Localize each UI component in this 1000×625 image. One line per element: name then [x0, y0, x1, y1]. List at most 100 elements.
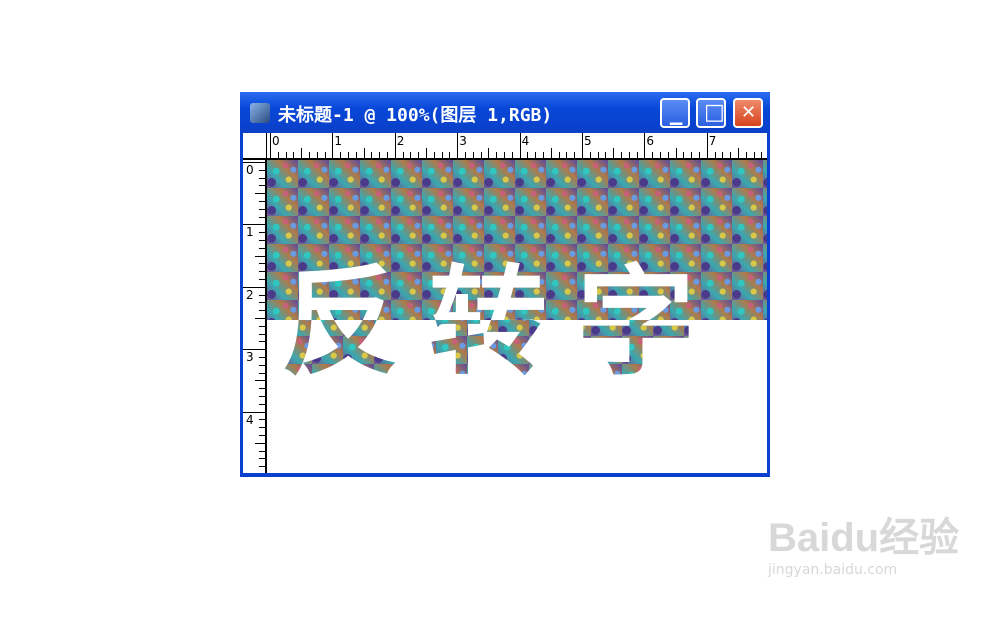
- ruler-label: 2: [246, 287, 254, 302]
- ruler-minor-tick: [441, 152, 443, 158]
- ruler-minor-tick: [277, 152, 279, 158]
- ruler-minor-tick: [558, 152, 560, 158]
- ruler-minor-tick: [348, 152, 349, 158]
- ruler-minor-tick: [605, 152, 607, 158]
- document-window: 未标题-1 @ 100%(图层 1,RGB) ▁ □ ✕ 0 1 2 3 4 5 6 7 0 1…: [240, 92, 770, 477]
- ruler-minor-tick: [379, 152, 381, 158]
- ruler-label: 4: [521, 134, 530, 148]
- ruler-minor-tick: [652, 152, 654, 158]
- close-icon: ✕: [741, 102, 757, 123]
- ruler-major-tick: [243, 224, 265, 226]
- ruler-minor-tick: [621, 152, 622, 158]
- ruler-major-tick: [243, 286, 265, 288]
- ruler-minor-tick: [309, 152, 310, 158]
- ruler-minor-tick: [745, 152, 747, 158]
- ruler-minor-tick: [691, 152, 693, 158]
- ruler-minor-tick: [255, 193, 265, 195]
- ruler-minor-tick: [426, 148, 427, 158]
- ruler-minor-tick: [259, 364, 265, 366]
- ruler-minor-tick: [259, 232, 265, 234]
- ruler-minor-tick: [259, 403, 265, 405]
- photoshop-document-icon: [250, 103, 270, 123]
- ruler-minor-tick: [255, 442, 265, 444]
- ruler-minor-tick: [660, 152, 661, 158]
- ruler-minor-tick: [259, 458, 265, 460]
- ruler-minor-tick: [301, 148, 303, 158]
- ruler-minor-tick: [259, 294, 265, 296]
- ruler-minor-tick: [259, 185, 265, 187]
- vertical-ruler[interactable]: 0 1 2 3 4: [243, 160, 267, 473]
- ruler-minor-tick: [340, 152, 342, 158]
- ruler-minor-tick: [255, 318, 265, 319]
- maximize-button[interactable]: □: [696, 98, 726, 128]
- ruler-minor-tick: [363, 148, 365, 158]
- ruler-minor-tick: [255, 380, 265, 382]
- ruler-minor-tick: [449, 152, 451, 158]
- ruler-minor-tick: [259, 450, 265, 452]
- canvas-text: 反转字: [281, 252, 726, 392]
- ruler-minor-tick: [259, 427, 265, 429]
- ruler-minor-tick: [259, 325, 265, 327]
- ruler-minor-tick: [722, 152, 724, 158]
- ruler-minor-tick: [402, 152, 404, 158]
- ruler-minor-tick: [293, 152, 295, 158]
- ruler-label: 0: [272, 134, 280, 148]
- ruler-minor-tick: [259, 263, 265, 265]
- minimize-icon: ▁: [670, 106, 683, 125]
- ruler-origin[interactable]: [243, 133, 267, 160]
- ruler-minor-tick: [316, 152, 318, 158]
- ruler-minor-tick: [488, 148, 490, 158]
- ruler-major-tick: [457, 133, 459, 158]
- ruler-minor-tick: [259, 240, 265, 241]
- maximize-icon: □: [704, 100, 725, 125]
- watermark-url: jingyan.baidu.com: [768, 562, 898, 578]
- ruler-minor-tick: [410, 152, 412, 158]
- ruler-label: 5: [584, 134, 592, 148]
- ruler-minor-tick: [259, 466, 265, 468]
- ruler-major-tick: [582, 133, 583, 158]
- ruler-major-tick: [243, 411, 265, 413]
- ruler-label: 7: [708, 134, 717, 148]
- ruler-minor-tick: [738, 148, 739, 158]
- ruler-minor-tick: [259, 271, 265, 273]
- close-button[interactable]: ✕: [733, 98, 763, 128]
- ruler-major-tick: [270, 133, 271, 158]
- ruler-minor-tick: [465, 152, 466, 158]
- ruler-minor-tick: [636, 152, 638, 158]
- ruler-minor-tick: [324, 152, 326, 158]
- ruler-minor-tick: [418, 152, 420, 158]
- minimize-button[interactable]: ▁: [660, 98, 690, 128]
- ruler-label: 0: [246, 163, 254, 177]
- ruler-minor-tick: [259, 419, 265, 421]
- title-bar[interactable]: 未标题-1 @ 100%(图层 1,RGB) ▁ □ ✕: [240, 92, 770, 133]
- ruler-minor-tick: [761, 152, 763, 158]
- ruler-major-tick: [243, 349, 265, 351]
- watermark-brand: Baidu经验: [768, 516, 960, 560]
- ruler-minor-tick: [597, 152, 599, 158]
- horizontal-ruler[interactable]: 0 1 2 3 4 5 6 7: [267, 133, 767, 160]
- ruler-minor-tick: [259, 357, 265, 358]
- ruler-minor-tick: [496, 152, 498, 158]
- ruler-minor-tick: [566, 152, 568, 158]
- ruler-label: 6: [646, 134, 655, 148]
- ruler-minor-tick: [259, 177, 265, 179]
- ruler-major-tick: [706, 133, 708, 158]
- ruler-minor-tick: [259, 279, 265, 280]
- ruler-minor-tick: [472, 152, 474, 158]
- ruler-minor-tick: [259, 169, 265, 171]
- canvas[interactable]: 反转字: [267, 160, 767, 473]
- ruler-minor-tick: [667, 152, 669, 158]
- ruler-label: 3: [246, 350, 254, 365]
- ruler-minor-tick: [285, 152, 287, 158]
- ruler-major-tick: [644, 133, 646, 158]
- ruler-minor-tick: [699, 152, 700, 158]
- ruler-minor-tick: [259, 333, 265, 335]
- ruler-minor-tick: [613, 148, 615, 158]
- ruler-label: 1: [246, 225, 254, 240]
- ruler-minor-tick: [259, 302, 265, 304]
- ruler-minor-tick: [675, 148, 677, 158]
- ruler-major-tick: [243, 162, 265, 163]
- ruler-minor-tick: [355, 152, 357, 158]
- ruler-label: 3: [459, 134, 467, 148]
- ruler-minor-tick: [714, 152, 716, 158]
